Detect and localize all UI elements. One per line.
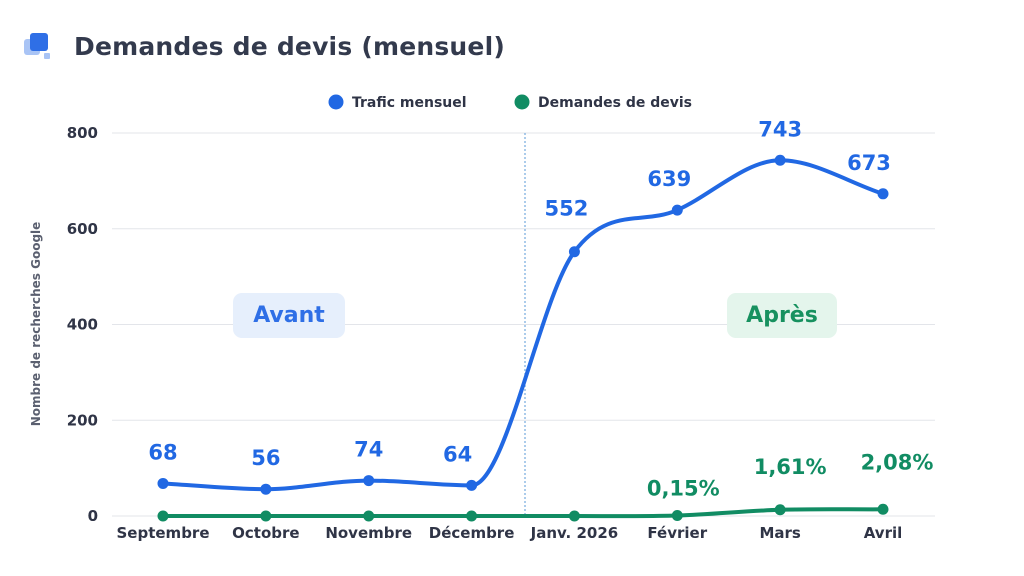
quotes-data-label: 0,15% — [647, 477, 720, 501]
traffic-data-label: 56 — [251, 446, 280, 470]
x-tick-label: Septembre — [117, 524, 210, 542]
x-tick-label: Décembre — [429, 524, 515, 542]
traffic-data-point — [568, 246, 580, 258]
traffic-data-label: 552 — [545, 197, 589, 221]
x-tick-label: Février — [647, 524, 707, 542]
quotes-data-point — [671, 510, 683, 522]
quotes-data-label: 2,08% — [861, 450, 934, 474]
y-axis-label: Nombre de recherches Google — [29, 222, 43, 427]
traffic-data-point — [260, 483, 272, 495]
traffic-legend-label: Trafic mensuel — [352, 95, 467, 111]
traffic-data-point — [157, 477, 169, 489]
x-tick-label: Octobre — [232, 524, 299, 542]
traffic-legend-marker — [328, 94, 344, 110]
y-tick-label: 200 — [67, 411, 98, 429]
traffic-data-point — [671, 204, 683, 216]
traffic-data-point — [466, 479, 478, 491]
quotes-legend-marker — [514, 94, 530, 110]
x-tick-label: Mars — [759, 524, 800, 542]
after-annotation-badge: Après — [727, 293, 837, 338]
traffic-data-label: 74 — [354, 438, 383, 462]
traffic-data-label: 64 — [443, 442, 472, 466]
x-tick-label: Avril — [864, 524, 903, 542]
quotes-data-label: 1,61% — [754, 455, 827, 479]
quotes-data-point — [157, 510, 169, 522]
before-annotation-badge: Avant — [233, 293, 345, 338]
traffic-data-label: 68 — [148, 440, 177, 464]
traffic-series-line — [161, 158, 885, 492]
quotes-data-point — [774, 504, 786, 516]
traffic-data-point — [774, 154, 786, 166]
y-tick-label: 0 — [88, 507, 98, 525]
quotes-data-point — [568, 510, 580, 522]
traffic-data-label: 639 — [647, 167, 691, 191]
traffic-data-label: 673 — [847, 151, 891, 175]
quotes-data-point — [466, 510, 478, 522]
quotes-data-point — [877, 503, 889, 515]
x-tick-label: Janv. 2026 — [530, 524, 619, 542]
chart-title: Demandes de devis (mensuel) — [74, 31, 505, 61]
traffic-data-label: 743 — [758, 117, 802, 141]
quotes-series-line — [161, 507, 885, 519]
chart-header: Demandes de devis (mensuel) — [20, 28, 505, 64]
y-tick-label: 600 — [67, 220, 98, 238]
quotes-legend-label: Demandes de devis — [538, 95, 692, 111]
y-tick-label: 800 — [67, 124, 98, 142]
quotes-data-point — [363, 510, 375, 522]
x-tick-label: Novembre — [325, 524, 412, 542]
traffic-data-point — [363, 475, 375, 487]
y-tick-label: 400 — [67, 316, 98, 334]
quotes-data-point — [260, 510, 272, 522]
stacked-squares-logo-icon — [20, 29, 54, 63]
traffic-data-point — [877, 188, 889, 200]
